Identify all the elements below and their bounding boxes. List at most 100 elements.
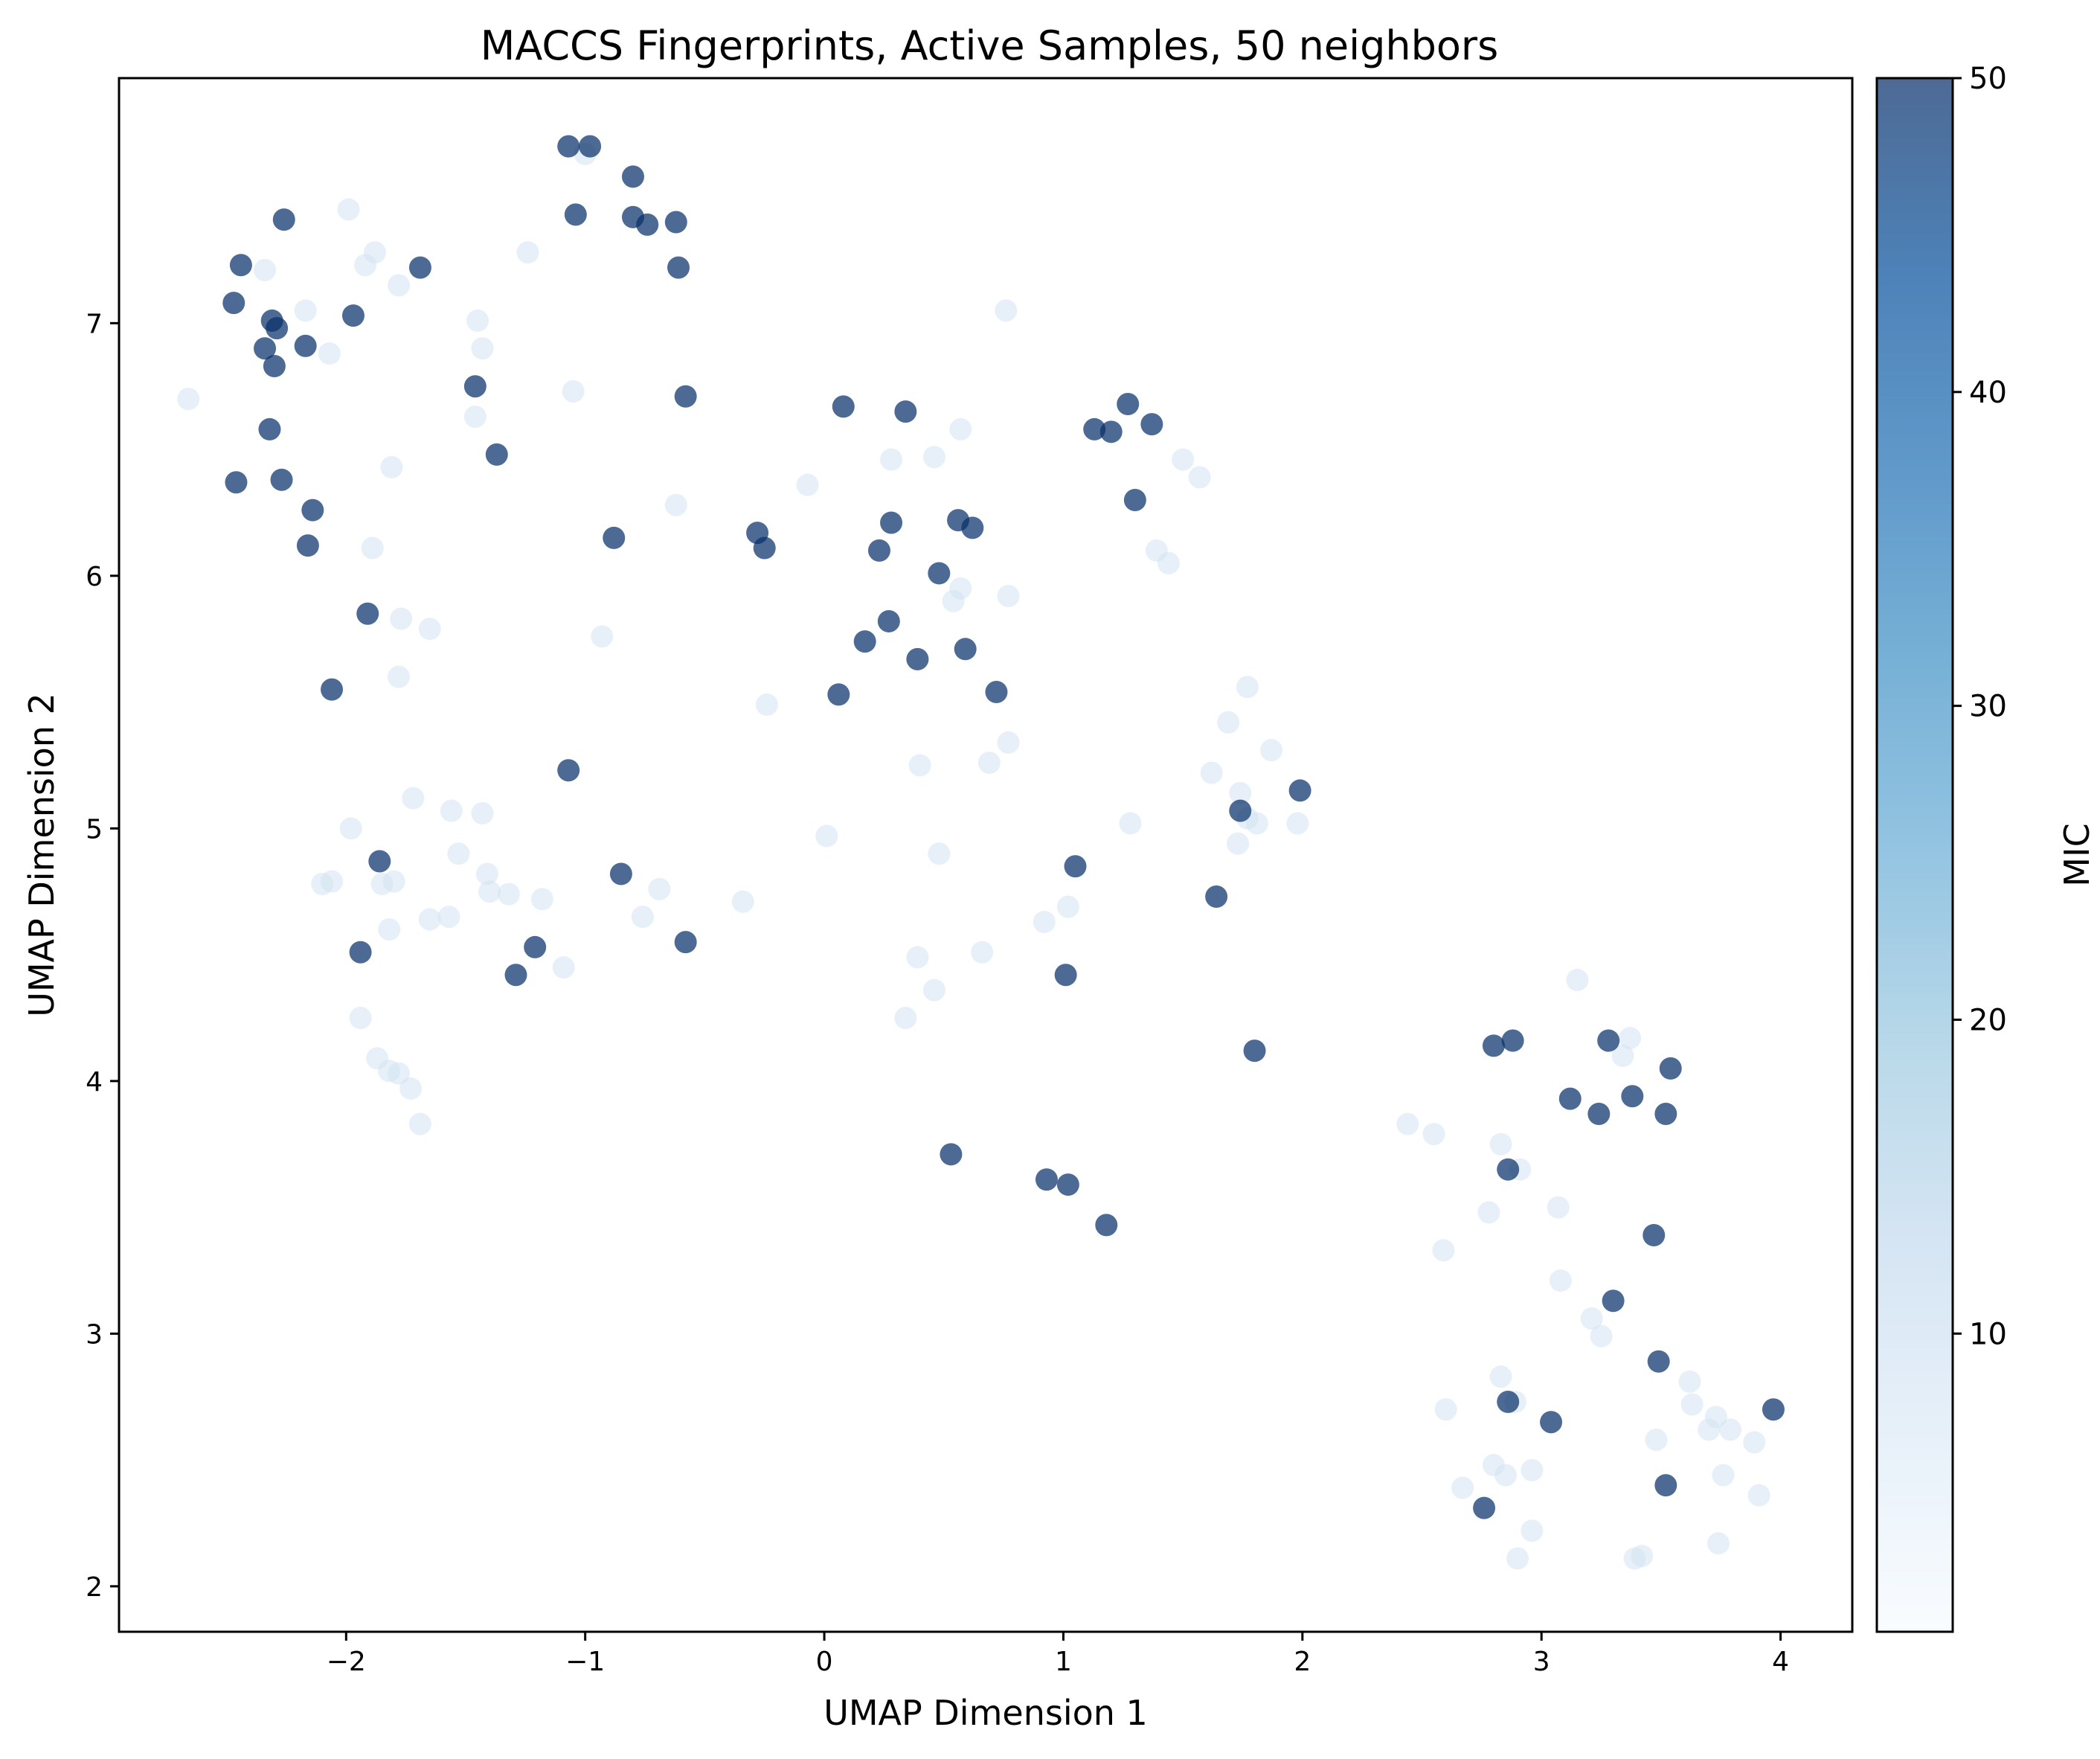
scatter-point-high: [321, 678, 344, 701]
scatter-point-high: [579, 135, 602, 158]
scatter-point-high: [408, 256, 431, 279]
scatter-point-low: [1611, 1044, 1634, 1067]
scatter-point-high: [853, 630, 876, 653]
scatter-point-low: [664, 493, 687, 516]
scatter-point-high: [1243, 1039, 1266, 1063]
scatter-point-low: [922, 446, 945, 469]
scatter-point-low: [1236, 676, 1259, 699]
scatter-point-low: [1172, 448, 1195, 471]
scatter-point-low: [977, 752, 1001, 775]
scatter-point-low: [354, 254, 377, 277]
y-tick-label: 7: [86, 309, 103, 339]
scatter-point-low: [796, 473, 819, 496]
scatter-point-low: [349, 1006, 372, 1029]
chart-title: MACCS Fingerprints, Active Samples, 50 n…: [481, 22, 1498, 69]
scatter-point-high: [1117, 392, 1140, 415]
colorbar-label: MIC: [2057, 823, 2097, 886]
scatter-point-high: [1501, 1029, 1524, 1052]
scatter-point-low: [1747, 1484, 1770, 1507]
scatter-point-high: [229, 254, 252, 277]
scatter-point-high: [928, 562, 951, 585]
scatter-point-high: [1083, 417, 1106, 440]
scatter-point-high: [1643, 1223, 1666, 1246]
scatter-point-high: [270, 468, 293, 491]
x-tick-label: 3: [1533, 1647, 1550, 1677]
scatter-point-high: [349, 941, 372, 964]
scatter-point-low: [1619, 1027, 1642, 1050]
scatter-point-high: [258, 417, 281, 440]
scatter-point-high: [880, 511, 903, 534]
scatter-point-low: [1680, 1393, 1704, 1416]
scatter-point-high: [266, 317, 289, 340]
scatter-point-low: [399, 1077, 423, 1100]
scatter-point-low: [1489, 1365, 1512, 1388]
colorbar-tick-label: 30: [1969, 690, 2007, 724]
scatter-point-low: [378, 918, 401, 941]
scatter-point-high: [301, 499, 324, 522]
scatter-point-high: [674, 385, 697, 408]
y-tick-label: 6: [86, 562, 103, 592]
scatter-point-low: [1580, 1307, 1603, 1330]
scatter-point-high: [1056, 1173, 1079, 1196]
scatter-point-low: [1549, 1269, 1572, 1292]
scatter-point-low: [390, 607, 413, 630]
scatter-point-high: [940, 1143, 963, 1166]
scatter-point-high: [225, 471, 248, 494]
scatter-point-low: [418, 618, 441, 641]
scatter-point-low: [1477, 1201, 1500, 1224]
scatter-point-low: [894, 1006, 917, 1029]
x-tick-label: 4: [1772, 1647, 1789, 1677]
scatter-point-low: [388, 1062, 411, 1085]
scatter-point-low: [755, 693, 778, 716]
scatter-point-low: [1631, 1545, 1654, 1568]
scatter-point-low: [418, 908, 441, 931]
scatter-point-high: [504, 964, 527, 987]
scatter-point-low: [928, 842, 951, 865]
scatter-point-low: [1432, 1239, 1455, 1262]
scatter-point-high: [1205, 885, 1228, 909]
scatter-point-high: [1762, 1398, 1785, 1421]
scatter-point-high: [564, 203, 587, 226]
colorbar-tick-label: 40: [1969, 376, 2007, 410]
scatter-point-low: [361, 536, 384, 560]
scatter-point-high: [1099, 420, 1123, 443]
scatter-point-low: [463, 405, 487, 428]
scatter-point-low: [1489, 1132, 1512, 1156]
scatter-point-low: [497, 882, 520, 906]
scatter-point-high: [894, 400, 917, 423]
scatter-point-low: [1396, 1112, 1419, 1135]
scatter-point-low: [408, 1112, 431, 1135]
scatter-point-high: [674, 931, 697, 954]
scatter-points-high-mic: [222, 135, 1785, 1519]
scatter-point-low: [337, 198, 360, 221]
scatter-point-low: [294, 299, 317, 322]
scatter-point-low: [880, 448, 903, 471]
scatter-point-high: [557, 135, 580, 158]
scatter-point-high: [832, 395, 855, 418]
scatter-point-low: [382, 870, 405, 893]
scatter-point-high: [294, 334, 317, 357]
scatter-point-low: [1707, 1532, 1730, 1555]
y-tick-label: 4: [86, 1067, 103, 1098]
x-tick-label: 2: [1294, 1647, 1311, 1677]
scatter-point-high: [985, 681, 1008, 704]
scatter-point-high: [341, 304, 365, 327]
scatter-point-low: [516, 241, 539, 264]
scatter-point-low: [1260, 739, 1283, 762]
scatter-point-low: [1286, 812, 1309, 835]
scatter-point-low: [971, 941, 994, 964]
scatter-point-low: [388, 274, 411, 297]
scatter-point-low: [1422, 1123, 1445, 1146]
scatter-point-high: [272, 208, 295, 231]
scatter-points-low-mic: [177, 142, 1770, 1570]
scatter-point-low: [1719, 1418, 1742, 1441]
scatter-point-low: [648, 877, 671, 900]
scatter-point-high: [1288, 779, 1311, 802]
scatter-point-low: [731, 890, 754, 913]
scatter-point-high: [1229, 799, 1252, 822]
y-axis-label: UMAP Dimension 2: [22, 693, 62, 1017]
scatter-point-low: [1200, 761, 1223, 784]
scatter-point-low: [1227, 832, 1250, 855]
scatter-point-low: [471, 337, 494, 360]
x-tick-label: −2: [327, 1647, 366, 1677]
